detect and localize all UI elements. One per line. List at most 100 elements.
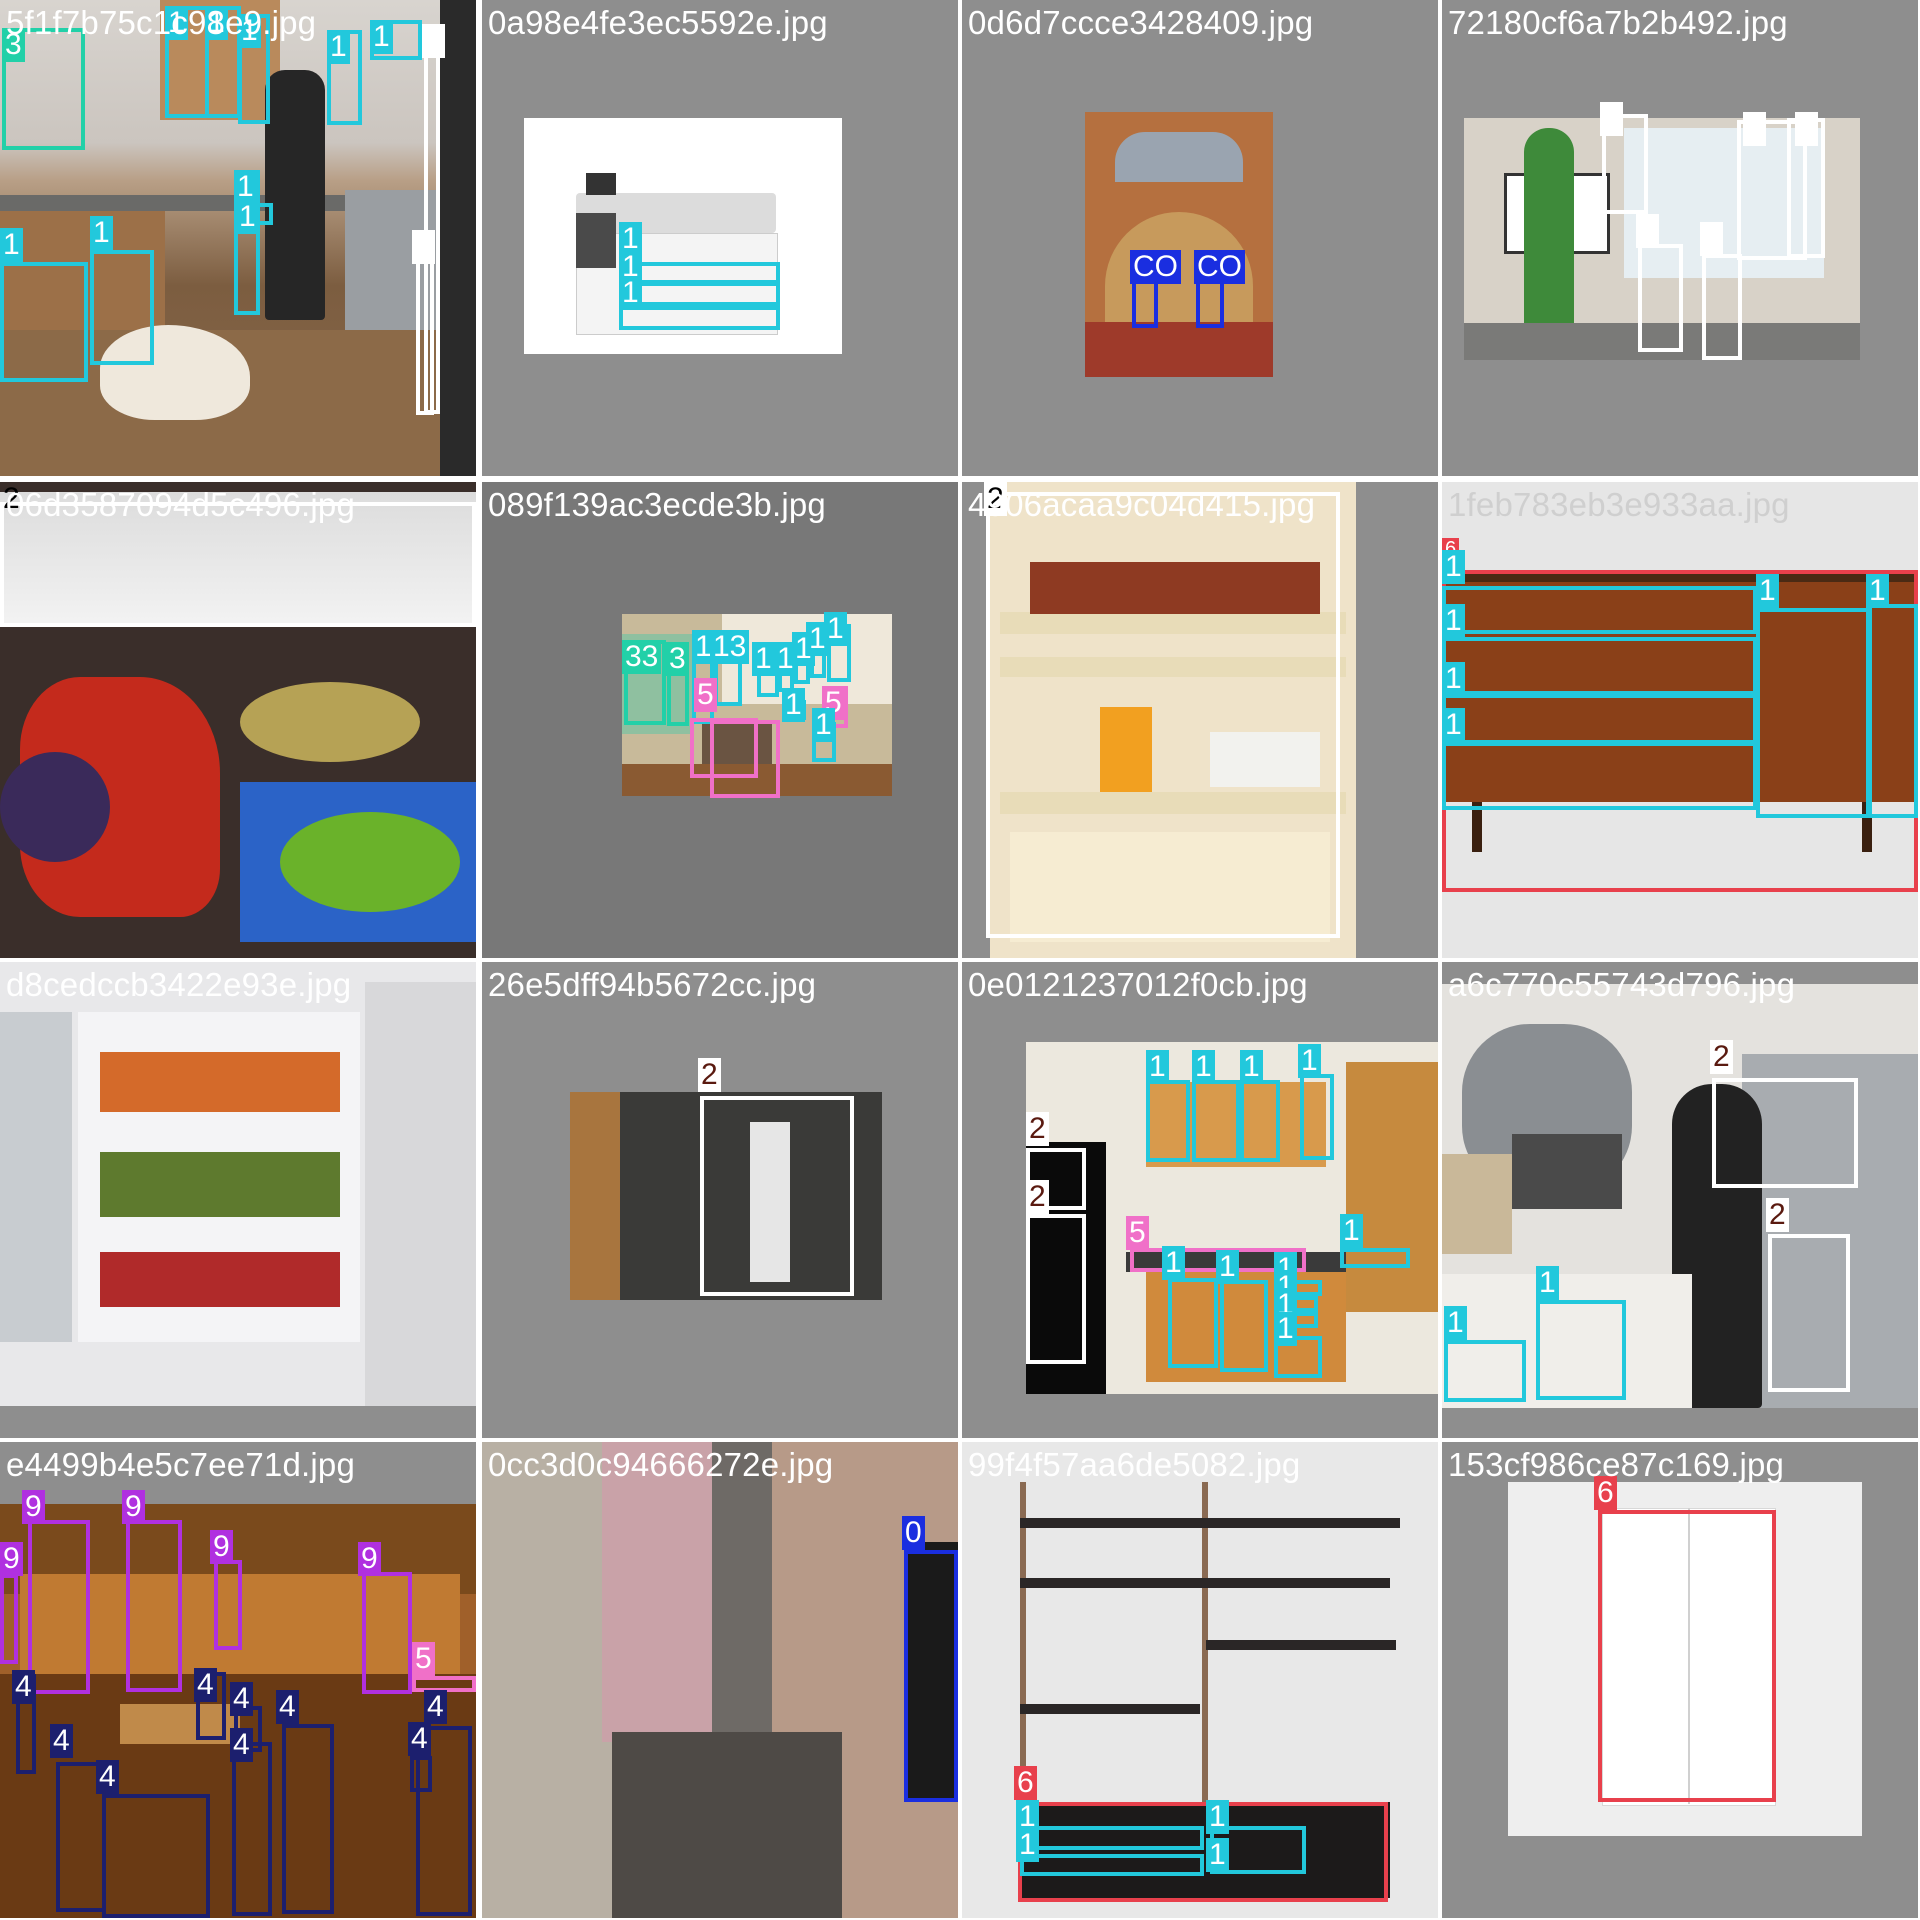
bbox-1 bbox=[1442, 586, 1757, 634]
bbox-label: 1 bbox=[619, 276, 642, 310]
bbox-label: 1 bbox=[1442, 604, 1465, 638]
tile-glass-door[interactable]: 26e5dff94b5672cc.jpg 2 bbox=[482, 962, 958, 1438]
bbox-1 bbox=[619, 306, 780, 330]
bbox-2 bbox=[1737, 120, 1807, 260]
tile-kitchenette[interactable]: 0e0121237012f0cb.jpg 1 1 1 1 2 2 5 1 1 1… bbox=[962, 962, 1438, 1438]
tile-church[interactable]: 0d6d7ccce3428409.jpg CO CO bbox=[962, 0, 1438, 476]
bbox-0 bbox=[904, 1550, 958, 1802]
bbox-9 bbox=[362, 1572, 412, 1694]
bbox-1 bbox=[0, 262, 88, 382]
cobblestone bbox=[612, 1732, 842, 1918]
bbox-9 bbox=[214, 1560, 242, 1650]
bbox-2 bbox=[986, 492, 1340, 938]
photo bbox=[1442, 984, 1918, 1408]
jars bbox=[1030, 562, 1320, 614]
bbox-label: 2 bbox=[1026, 1112, 1049, 1146]
bbox-label: 1 bbox=[234, 170, 257, 204]
tile-cabinet[interactable]: 153cf986ce87c169.jpg 6 bbox=[1442, 1442, 1918, 1918]
tile-restaurant[interactable]: e4499b4e5c7ee71d.jpg 9 9 9 9 9 5 4 4 4 4… bbox=[0, 1442, 476, 1918]
tile-freezer-fruit[interactable]: 06d3587094d5c496.jpg 2 bbox=[0, 482, 476, 958]
bbox-2 bbox=[1026, 1214, 1086, 1364]
machine-side bbox=[365, 982, 476, 1406]
sideboard-leg bbox=[1862, 802, 1872, 852]
bbox-label: 1 bbox=[205, 6, 228, 40]
bbox-label: 6 bbox=[1014, 1766, 1037, 1800]
bbox-9 bbox=[126, 1520, 182, 1692]
bbox-2 bbox=[700, 1096, 854, 1296]
bbox-1 bbox=[1274, 1336, 1322, 1378]
bbox-1 bbox=[1866, 604, 1918, 818]
bbox-label: 2 bbox=[698, 1058, 721, 1092]
bbox-label: 2 bbox=[1743, 112, 1766, 146]
bbox-2 bbox=[1602, 114, 1648, 214]
bbox-label: 5 bbox=[412, 1642, 435, 1676]
plums bbox=[0, 752, 110, 862]
tile-woman-kitchen[interactable]: a6c770c55743d796.jpg 2 2 1 1 bbox=[1442, 962, 1918, 1438]
tile-printer[interactable]: 0a98e4fe3ec5592e.jpg 1 1 1 bbox=[482, 0, 958, 476]
photo bbox=[524, 118, 842, 354]
bbox-1 bbox=[619, 282, 780, 306]
tile-filename: 0d6d7ccce3428409.jpg bbox=[968, 4, 1314, 41]
bbox-label: 2 bbox=[1600, 102, 1623, 136]
green-apples bbox=[280, 812, 460, 912]
tile-kitchen-interior[interactable]: 089f139ac3ecde3b.jpg 33 3 1 13 1 1 1 1 1… bbox=[482, 482, 958, 958]
bbox-label: 1 bbox=[370, 20, 393, 54]
wood-wall bbox=[570, 1092, 620, 1300]
tile-alley[interactable]: 0cc3d0c94666272e.jpg 0 bbox=[482, 1442, 958, 1918]
bbox-label: 9 bbox=[210, 1530, 233, 1564]
bbox-6 bbox=[1598, 1510, 1776, 1802]
tile-filename: 0e0121237012f0cb.jpg bbox=[968, 966, 1308, 1003]
tile-vending[interactable]: d8cedccb3422e93e.jpg bbox=[0, 962, 476, 1438]
bbox-label: 9 bbox=[358, 1542, 381, 1576]
bbox-label: 1 bbox=[238, 14, 261, 48]
tile-filename: d8cedccb3422e93e.jpg bbox=[6, 966, 352, 1003]
floor bbox=[1464, 323, 1860, 360]
bbox-1 bbox=[1442, 637, 1757, 695]
tile-shelving[interactable]: 99f4f57aa6de5082.jpg 6 1 1 1 1 bbox=[962, 1442, 1438, 1918]
bbox-2 bbox=[1712, 1078, 1858, 1188]
bbox-label: 1 bbox=[1016, 1800, 1039, 1834]
bbox-label: 1 bbox=[619, 222, 642, 256]
bbox-label: 2 bbox=[1766, 1198, 1789, 1232]
bbox-1 bbox=[1442, 694, 1757, 744]
pink-building bbox=[602, 1442, 712, 1742]
bbox-label: 2 bbox=[422, 24, 445, 58]
tile-sideboard[interactable]: 1feb783eb3e933aa.jpg 6 1 1 1 1 1 1 bbox=[1442, 482, 1918, 958]
bbox-label: 1 bbox=[692, 630, 715, 664]
photo bbox=[1026, 1042, 1438, 1394]
woman bbox=[1524, 128, 1574, 348]
tile-fridge-promo[interactable]: 72180cf6a7b2b492.jpg 2 2 2 2 2 bbox=[1442, 0, 1918, 476]
photo bbox=[482, 1442, 958, 1918]
sideboard-leg bbox=[1472, 802, 1482, 852]
bbox-label: 33 bbox=[622, 640, 662, 674]
photo bbox=[1085, 112, 1273, 377]
tile-filename: 0cc3d0c94666272e.jpg bbox=[488, 1446, 834, 1483]
shelf-middle bbox=[1000, 657, 1346, 677]
jug bbox=[1442, 1154, 1512, 1254]
printer-panel bbox=[586, 173, 616, 195]
bbox-label: 4 bbox=[230, 1682, 253, 1716]
bbox-label: 4 bbox=[424, 1690, 447, 1724]
tv-shelf bbox=[1346, 1062, 1438, 1312]
bbox-6 bbox=[1018, 1802, 1388, 1902]
bbox-label: 2 bbox=[1636, 214, 1659, 248]
bbox-1 bbox=[1340, 1248, 1410, 1268]
bbox-1 bbox=[1020, 1826, 1204, 1850]
bbox-2 bbox=[1638, 244, 1683, 352]
tile-kitchen-man-dog[interactable]: 5f1f7b75c1c98e9.jpg 3 1 1 1 1 1 2 2 1 1 … bbox=[0, 0, 476, 476]
bbox-1 bbox=[1146, 1080, 1190, 1162]
bbox-label: 4 bbox=[12, 1670, 35, 1704]
bbox-2 bbox=[1768, 1234, 1850, 1392]
bbox-label: 2 bbox=[412, 230, 435, 264]
bbox-label: 1 bbox=[1442, 550, 1465, 584]
tile-fridge-door[interactable]: 4906acaa9c04d415.jpg 2 bbox=[962, 482, 1438, 958]
tile-filename: 26e5dff94b5672cc.jpg bbox=[488, 966, 817, 1003]
shelf bbox=[1020, 1518, 1400, 1528]
bbox-label: 1 bbox=[1016, 1828, 1039, 1862]
photo bbox=[962, 1442, 1438, 1918]
bbox-label: 1 bbox=[1216, 1250, 1239, 1284]
tile-filename: 72180cf6a7b2b492.jpg bbox=[1448, 4, 1788, 41]
bbox-1 bbox=[1444, 1340, 1526, 1402]
bbox-label: 1 bbox=[1274, 1312, 1297, 1346]
bbox-1 bbox=[1240, 1080, 1280, 1162]
